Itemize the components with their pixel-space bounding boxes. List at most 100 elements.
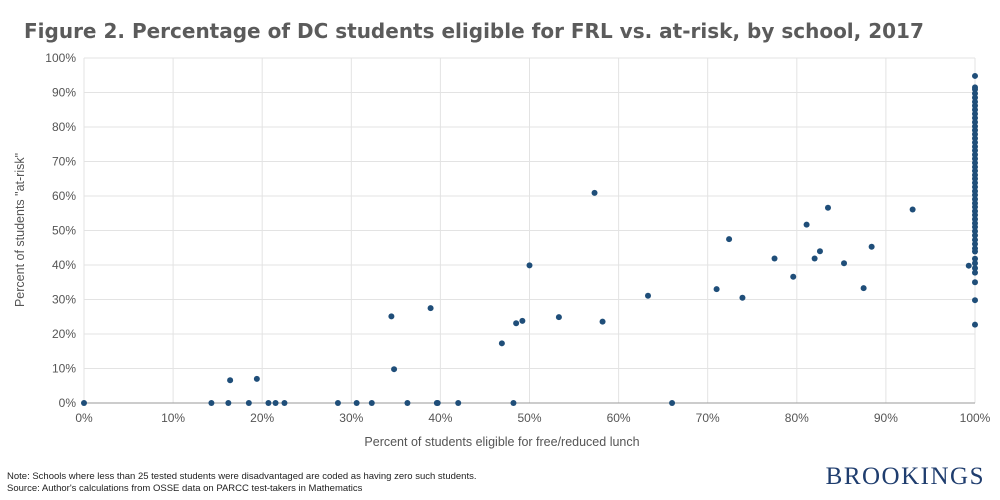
data-point: [972, 236, 978, 243]
data-point: [208, 400, 215, 406]
data-point: [860, 285, 867, 292]
data-point: [519, 317, 526, 324]
data-point: [771, 255, 778, 262]
data-point: [334, 400, 341, 406]
data-point: [972, 255, 978, 262]
data-point: [227, 377, 234, 384]
data-point: [972, 269, 978, 276]
source-text: Source: Author's calculations from OSSE …: [7, 483, 363, 494]
data-point: [272, 400, 279, 406]
data-point: [353, 400, 360, 406]
grid: [83, 57, 976, 403]
data-point: [972, 297, 978, 304]
data-point: [455, 400, 462, 406]
data-point: [265, 400, 272, 406]
x-tick-label: 100%: [960, 411, 991, 425]
data-point: [972, 188, 978, 195]
data-point: [404, 400, 411, 406]
data-point: [510, 400, 517, 406]
data-point: [965, 262, 972, 269]
data-point: [972, 143, 978, 150]
data-point: [513, 320, 520, 327]
data-point: [972, 179, 978, 186]
y-tick-label: 30%: [52, 293, 76, 307]
x-tick-label: 20%: [250, 411, 274, 425]
x-tick-label: 60%: [607, 411, 631, 425]
data-point: [81, 400, 87, 406]
data-point: [972, 131, 978, 138]
x-tick-label: 70%: [696, 411, 720, 425]
data-point: [645, 292, 652, 299]
data-point: [972, 220, 978, 227]
y-tick-label: 60%: [52, 189, 76, 203]
data-point: [972, 228, 978, 235]
y-tick-label: 10%: [52, 362, 76, 376]
data-point: [972, 139, 978, 146]
data-point: [225, 400, 232, 406]
x-tick-label: 10%: [161, 411, 185, 425]
data-point: [972, 200, 978, 207]
data-point: [427, 305, 434, 312]
x-tick-label: 50%: [517, 411, 541, 425]
y-tick-label: 40%: [52, 258, 76, 272]
data-point: [391, 366, 398, 373]
x-tick-label: 0%: [75, 411, 93, 425]
data-point: [972, 260, 978, 267]
x-tick-label: 90%: [874, 411, 898, 425]
y-tick-label: 80%: [52, 120, 76, 134]
brookings-logo: BROOKINGS: [826, 463, 985, 490]
data-point: [972, 159, 978, 166]
data-point: [599, 318, 606, 325]
chart-title: Figure 2. Percentage of DC students elig…: [24, 19, 924, 43]
data-point: [972, 115, 978, 122]
data-point: [972, 90, 978, 97]
data-point: [972, 155, 978, 162]
data-point: [281, 400, 288, 406]
data-point: [972, 279, 978, 286]
x-tick-label: 40%: [428, 411, 452, 425]
y-axis-title: Percent of students "at-risk": [13, 153, 27, 307]
data-point: [972, 245, 978, 252]
data-point: [972, 216, 978, 223]
note-text: Note: Schools where less than 25 tested …: [7, 471, 477, 482]
data-point: [388, 313, 395, 320]
y-tick-label: 90%: [52, 86, 76, 100]
data-point: [555, 314, 562, 321]
data-point: [726, 236, 733, 243]
x-axis-title: Percent of students eligible for free/re…: [364, 435, 639, 449]
axes: 0% 10% 20% 30% 40% 50% 60% 70% 80% 90% 100% 0% 10% 20…: [45, 51, 990, 425]
data-point: [972, 184, 978, 191]
data-point: [972, 119, 978, 126]
data-point: [972, 84, 978, 91]
y-tick-label: 70%: [52, 155, 76, 169]
data-point: [972, 208, 978, 215]
data-point: [972, 98, 978, 105]
y-tick-label: 100%: [45, 51, 76, 65]
data-point: [803, 221, 810, 228]
data-point: [972, 240, 978, 247]
data-points: [81, 72, 978, 406]
data-point: [972, 171, 978, 178]
data-point: [811, 255, 818, 262]
data-point: [368, 400, 375, 406]
data-point: [972, 151, 978, 158]
data-point: [972, 106, 978, 113]
data-point: [972, 164, 978, 171]
data-point: [713, 286, 720, 293]
y-tick-label: 0%: [59, 396, 77, 410]
data-point: [972, 123, 978, 130]
data-point: [972, 232, 978, 239]
x-tick-label: 80%: [785, 411, 809, 425]
data-point: [739, 294, 746, 301]
data-point: [253, 375, 260, 382]
data-point: [972, 94, 978, 101]
data-point: [972, 135, 978, 142]
data-point: [841, 260, 848, 267]
data-point: [972, 265, 978, 272]
data-point: [669, 400, 676, 406]
data-point: [816, 248, 823, 255]
data-point: [498, 340, 505, 347]
data-point: [972, 72, 978, 79]
data-point: [909, 206, 916, 213]
